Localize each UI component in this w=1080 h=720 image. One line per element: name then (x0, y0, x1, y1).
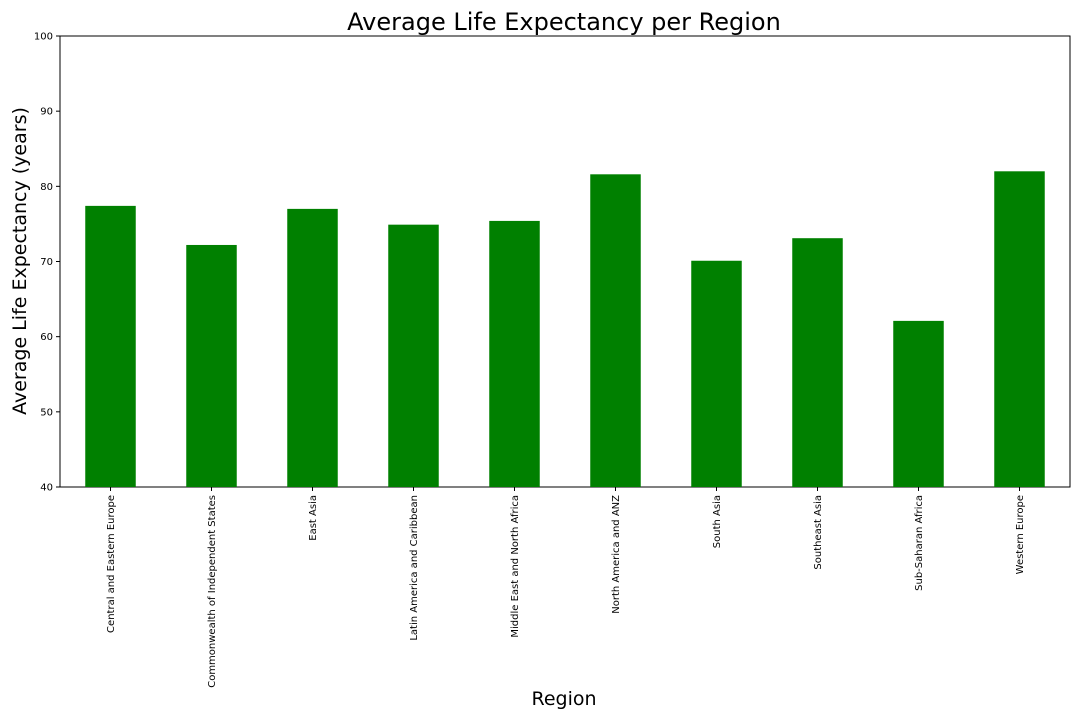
bar (186, 244, 237, 487)
bar (792, 238, 843, 487)
bars-group (85, 171, 1045, 488)
bar (388, 224, 439, 487)
x-tick-label: East Asia (308, 495, 319, 541)
y-tick-label: 40 (40, 483, 53, 494)
x-tick-label: Latin America and Caribbean (409, 495, 420, 641)
x-axis: Central and Eastern Europe Commonwealth o… (106, 487, 1026, 688)
bar (691, 260, 742, 487)
plot-area (59, 35, 1071, 488)
y-tick-label: 50 (40, 407, 53, 418)
bar (85, 205, 136, 488)
bar (287, 208, 338, 487)
x-tick-label: Sub-Saharan Africa (914, 495, 925, 591)
x-tick-label: Western Europe (1015, 495, 1026, 574)
y-tick-label: 60 (40, 332, 53, 343)
y-tick-label: 90 (40, 107, 53, 118)
bar (893, 320, 944, 487)
x-tick-label: Commonwealth of Independent States (207, 495, 218, 688)
y-tick-label: 70 (40, 257, 53, 268)
bar (590, 174, 641, 487)
x-tick-label: Southeast Asia (813, 495, 824, 570)
x-tick-label: Middle East and North Africa (510, 495, 521, 638)
x-tick-label: North America and ANZ (611, 495, 622, 614)
chart-title: Average Life Expectancy per Region (347, 8, 781, 36)
x-axis-title: Region (531, 688, 596, 710)
bar (994, 171, 1045, 488)
bar (489, 220, 540, 487)
y-axis-title: Average Life Expectancy (years) (9, 107, 31, 415)
y-tick-label: 100 (34, 32, 53, 43)
x-tick-label: Central and Eastern Europe (106, 495, 117, 633)
y-tick-label: 80 (40, 182, 53, 193)
x-tick-label: South Asia (712, 495, 723, 548)
y-axis: 40 50 60 70 80 90 100 (34, 32, 60, 494)
